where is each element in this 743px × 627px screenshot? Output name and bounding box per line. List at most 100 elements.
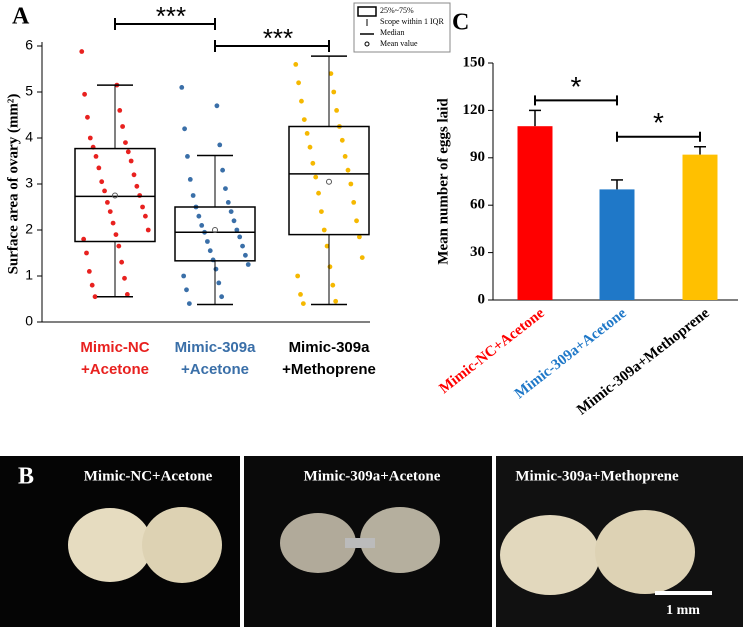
y-tick-label: 1 [25, 267, 33, 283]
data-point [79, 49, 85, 54]
data-point [223, 186, 228, 192]
y-tick-label: 2 [25, 221, 33, 237]
legend-label: 25%~75% [380, 6, 414, 15]
data-point [124, 292, 130, 297]
box [174, 206, 256, 262]
data-point [123, 140, 128, 146]
photo-label: Mimic-309a+Acetone [304, 468, 441, 484]
data-point [84, 250, 89, 256]
y-tick-label: 6 [25, 37, 33, 53]
data-point [110, 220, 116, 226]
data-point [339, 137, 345, 143]
data-point [231, 218, 237, 224]
scale-bar-label: 1 mm [666, 603, 700, 618]
data-point [117, 108, 123, 113]
data-point [333, 298, 339, 304]
data-point [131, 172, 137, 178]
mean [112, 192, 118, 199]
significance: * [653, 107, 664, 138]
panel-label: A [12, 4, 30, 30]
data-point [81, 236, 87, 242]
x-tick-label: +Acetone [181, 361, 249, 378]
y-tick-label: 60 [470, 197, 485, 213]
data-point [187, 177, 193, 182]
box [288, 125, 370, 236]
data-point [307, 144, 313, 150]
x-tick-label: Mimic-309a [175, 339, 257, 356]
data-point [119, 259, 125, 265]
legend-box-icon [357, 6, 377, 17]
data-point [199, 223, 205, 228]
legend-mean-icon [364, 41, 370, 47]
x-tick-label: Mimic-309a [289, 339, 371, 356]
data-point [243, 252, 248, 258]
legend-frame [353, 2, 451, 53]
data-point [182, 126, 188, 132]
data-point [298, 292, 303, 297]
data-point [207, 248, 213, 254]
x-tick-label: +Acetone [81, 361, 149, 378]
data-point [316, 190, 321, 196]
y-tick-label: 30 [470, 244, 485, 260]
data-point [301, 117, 307, 122]
data-point [240, 243, 245, 249]
bar [517, 126, 553, 300]
legend: 25%~75% Scope within 1 IQR Median Mean valu… [353, 2, 451, 53]
x-tick-label: Mimic-309a+Methoprene [574, 305, 713, 418]
data-point [99, 179, 105, 185]
ovary [595, 510, 695, 594]
y-tick-label: 120 [463, 102, 486, 118]
data-point [125, 149, 131, 155]
data-point [87, 135, 93, 141]
data-point [185, 154, 190, 159]
data-point [354, 218, 359, 224]
panel-b-images: 1 mm B Mimic-NC+Acetone Mimic-309a+Aceto… [0, 456, 743, 627]
data-point [296, 80, 301, 86]
data-point [295, 273, 301, 279]
data-point [351, 200, 357, 205]
data-point [137, 193, 143, 198]
significance: *** [156, 1, 186, 31]
y-tick-label: 3 [25, 175, 33, 191]
ovary [500, 515, 600, 595]
data-point [220, 167, 226, 173]
data-point [184, 287, 189, 293]
box [74, 147, 156, 243]
data-point [113, 232, 119, 238]
data-point [190, 193, 196, 198]
data-point [122, 275, 127, 281]
legend-label: Mean value [380, 39, 418, 48]
data-point [145, 227, 151, 233]
data-point [217, 142, 223, 148]
data-point [179, 85, 185, 90]
oviduct [345, 538, 375, 548]
y-tick-label: 4 [25, 129, 33, 145]
y-tick-label: 5 [25, 83, 33, 99]
bar [599, 189, 635, 300]
photo-label: Mimic-NC+Acetone [84, 468, 213, 484]
data-point [327, 264, 333, 270]
data-point [342, 154, 348, 159]
y-tick-label: 150 [463, 54, 486, 70]
data-point [359, 255, 365, 260]
data-point [313, 174, 319, 180]
data-point [321, 227, 327, 233]
data-point [324, 243, 330, 249]
data-point [328, 71, 334, 76]
data-point [213, 266, 219, 272]
data-point [228, 209, 234, 215]
data-point [181, 273, 187, 279]
data-point [93, 154, 99, 159]
data-point [214, 103, 220, 109]
data-point [86, 269, 92, 274]
y-axis-label: Mean number of eggs laid [435, 98, 451, 265]
data-point [310, 160, 316, 166]
data-point [120, 124, 125, 129]
ovary [360, 507, 440, 573]
data-point [102, 188, 107, 194]
data-point [105, 200, 110, 205]
data-point [300, 301, 306, 306]
data-point [186, 301, 192, 306]
data-point [357, 234, 362, 240]
